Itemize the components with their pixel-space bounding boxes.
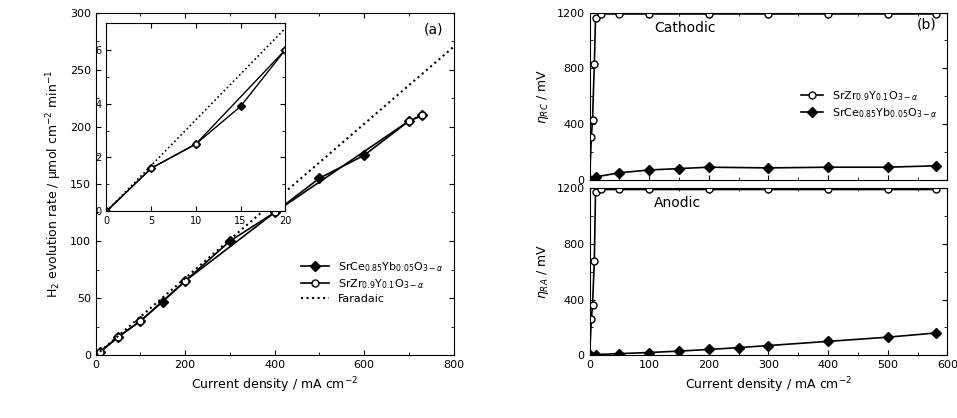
Y-axis label: $\eta_{RA}$ / mV: $\eta_{RA}$ / mV xyxy=(535,244,551,299)
Text: Cathodic: Cathodic xyxy=(654,21,716,35)
SrZr$_{0.9}$Y$_{0.1}$O$_{3-\alpha}$ xyxy=(882,11,894,16)
Legend: SrZr$_{0.9}$Y$_{0.1}$O$_{3-\alpha}$, SrCe$_{0.85}$Yb$_{0.05}$O$_{3-\alpha}$: SrZr$_{0.9}$Y$_{0.1}$O$_{3-\alpha}$, SrC… xyxy=(796,84,942,125)
Line: SrCe$_{0.85}$Yb$_{0.05}$O$_{3-\alpha}$: SrCe$_{0.85}$Yb$_{0.05}$O$_{3-\alpha}$ xyxy=(92,112,426,359)
SrCe$_{0.85}$Yb$_{0.05}$O$_{3-\alpha}$ xyxy=(135,319,146,324)
SrZr$_{0.9}$Y$_{0.1}$O$_{3-\alpha}$ xyxy=(930,11,942,16)
Y-axis label: $\eta_{RC}$ / mV: $\eta_{RC}$ / mV xyxy=(535,69,551,124)
SrZr$_{0.9}$Y$_{0.1}$O$_{3-\alpha}$ xyxy=(90,353,101,358)
SrCe$_{0.85}$Yb$_{0.05}$O$_{3-\alpha}$ xyxy=(584,177,595,182)
SrCe$_{0.85}$Yb$_{0.05}$O$_{3-\alpha}$ xyxy=(90,353,101,358)
Text: (a): (a) xyxy=(423,23,443,37)
X-axis label: Current density / mA cm$^{-2}$: Current density / mA cm$^{-2}$ xyxy=(685,376,852,395)
SrCe$_{0.85}$Yb$_{0.05}$O$_{3-\alpha}$ xyxy=(314,176,325,181)
SrCe$_{0.85}$Yb$_{0.05}$O$_{3-\alpha}$ xyxy=(416,113,428,118)
SrZr$_{0.9}$Y$_{0.1}$O$_{3-\alpha}$ xyxy=(112,334,123,339)
SrZr$_{0.9}$Y$_{0.1}$O$_{3-\alpha}$ xyxy=(613,11,625,16)
Y-axis label: H$_2$ evolution rate / μmol cm$^{-2}$ min$^{-1}$: H$_2$ evolution rate / μmol cm$^{-2}$ mi… xyxy=(45,70,64,298)
SrZr$_{0.9}$Y$_{0.1}$O$_{3-\alpha}$ xyxy=(643,11,655,16)
SrZr$_{0.9}$Y$_{0.1}$O$_{3-\alpha}$ xyxy=(269,210,280,215)
SrZr$_{0.9}$Y$_{0.1}$O$_{3-\alpha}$ xyxy=(95,349,106,354)
SrZr$_{0.9}$Y$_{0.1}$O$_{3-\alpha}$ xyxy=(416,113,428,118)
SrCe$_{0.85}$Yb$_{0.05}$O$_{3-\alpha}$ xyxy=(822,165,834,170)
SrZr$_{0.9}$Y$_{0.1}$O$_{3-\alpha}$ xyxy=(822,11,834,16)
SrZr$_{0.9}$Y$_{0.1}$O$_{3-\alpha}$ xyxy=(403,119,414,124)
SrZr$_{0.9}$Y$_{0.1}$O$_{3-\alpha}$ xyxy=(135,319,146,324)
SrCe$_{0.85}$Yb$_{0.05}$O$_{3-\alpha}$ xyxy=(590,174,601,179)
SrZr$_{0.9}$Y$_{0.1}$O$_{3-\alpha}$ xyxy=(584,177,595,182)
SrCe$_{0.85}$Yb$_{0.05}$O$_{3-\alpha}$ xyxy=(179,278,190,283)
SrZr$_{0.9}$Y$_{0.1}$O$_{3-\alpha}$ xyxy=(596,11,608,16)
Line: SrCe$_{0.85}$Yb$_{0.05}$O$_{3-\alpha}$: SrCe$_{0.85}$Yb$_{0.05}$O$_{3-\alpha}$ xyxy=(586,162,939,183)
SrCe$_{0.85}$Yb$_{0.05}$O$_{3-\alpha}$ xyxy=(157,299,168,304)
SrZr$_{0.9}$Y$_{0.1}$O$_{3-\alpha}$ xyxy=(590,15,601,20)
Line: SrZr$_{0.9}$Y$_{0.1}$O$_{3-\alpha}$: SrZr$_{0.9}$Y$_{0.1}$O$_{3-\alpha}$ xyxy=(586,10,939,183)
SrCe$_{0.85}$Yb$_{0.05}$O$_{3-\alpha}$ xyxy=(403,119,414,124)
SrZr$_{0.9}$Y$_{0.1}$O$_{3-\alpha}$ xyxy=(586,134,597,139)
SrCe$_{0.85}$Yb$_{0.05}$O$_{3-\alpha}$ xyxy=(358,153,369,158)
SrCe$_{0.85}$Yb$_{0.05}$O$_{3-\alpha}$ xyxy=(930,163,942,168)
Legend: SrCe$_{0.85}$Yb$_{0.05}$O$_{3-\alpha}$, SrZr$_{0.9}$Y$_{0.1}$O$_{3-\alpha}$, Far: SrCe$_{0.85}$Yb$_{0.05}$O$_{3-\alpha}$, … xyxy=(297,255,448,308)
SrCe$_{0.85}$Yb$_{0.05}$O$_{3-\alpha}$ xyxy=(613,170,625,175)
SrCe$_{0.85}$Yb$_{0.05}$O$_{3-\alpha}$ xyxy=(882,165,894,170)
Text: Anodic: Anodic xyxy=(654,196,701,210)
SrZr$_{0.9}$Y$_{0.1}$O$_{3-\alpha}$ xyxy=(703,11,715,16)
SrCe$_{0.85}$Yb$_{0.05}$O$_{3-\alpha}$ xyxy=(643,168,655,173)
SrCe$_{0.85}$Yb$_{0.05}$O$_{3-\alpha}$ xyxy=(95,349,106,354)
SrZr$_{0.9}$Y$_{0.1}$O$_{3-\alpha}$ xyxy=(179,278,190,283)
SrCe$_{0.85}$Yb$_{0.05}$O$_{3-\alpha}$ xyxy=(112,334,123,339)
Line: SrZr$_{0.9}$Y$_{0.1}$O$_{3-\alpha}$: SrZr$_{0.9}$Y$_{0.1}$O$_{3-\alpha}$ xyxy=(92,112,426,359)
Text: (b): (b) xyxy=(917,18,937,31)
X-axis label: Current density / mA cm$^{-2}$: Current density / mA cm$^{-2}$ xyxy=(191,376,358,395)
SrZr$_{0.9}$Y$_{0.1}$O$_{3-\alpha}$ xyxy=(587,117,598,122)
SrZr$_{0.9}$Y$_{0.1}$O$_{3-\alpha}$ xyxy=(589,61,600,66)
SrCe$_{0.85}$Yb$_{0.05}$O$_{3-\alpha}$ xyxy=(763,166,774,171)
SrCe$_{0.85}$Yb$_{0.05}$O$_{3-\alpha}$ xyxy=(674,166,685,171)
SrCe$_{0.85}$Yb$_{0.05}$O$_{3-\alpha}$ xyxy=(703,165,715,170)
SrCe$_{0.85}$Yb$_{0.05}$O$_{3-\alpha}$ xyxy=(224,239,235,244)
SrZr$_{0.9}$Y$_{0.1}$O$_{3-\alpha}$ xyxy=(763,11,774,16)
SrCe$_{0.85}$Yb$_{0.05}$O$_{3-\alpha}$ xyxy=(269,210,280,215)
